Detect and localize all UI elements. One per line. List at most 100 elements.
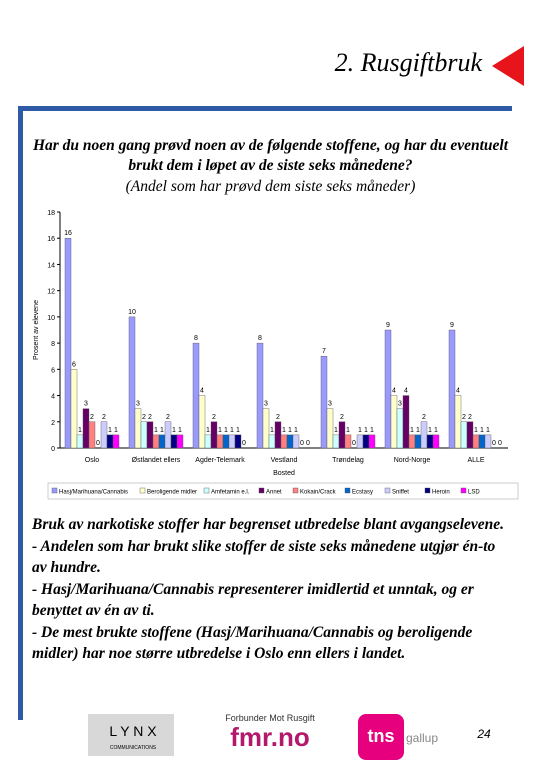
value-label: 3 bbox=[84, 401, 88, 408]
value-label: 1 bbox=[154, 427, 158, 434]
page-number: 24 bbox=[476, 727, 491, 741]
bar bbox=[222, 434, 230, 449]
value-label: 2 bbox=[212, 414, 216, 421]
legend-label: LSD bbox=[468, 490, 480, 496]
value-label: 1 bbox=[78, 427, 82, 434]
value-label: 3 bbox=[136, 401, 140, 408]
legend-swatch bbox=[203, 487, 210, 494]
legend-label: Annet bbox=[266, 490, 282, 496]
value-label: 1 bbox=[160, 427, 164, 434]
value-label: 1 bbox=[428, 427, 432, 434]
tns-logo: tns bbox=[368, 726, 395, 746]
y-tick-label: 14 bbox=[47, 262, 55, 269]
bar bbox=[88, 421, 96, 449]
slide-title: 2. Rusgiftbruk bbox=[334, 48, 482, 77]
bar bbox=[478, 434, 486, 449]
bar bbox=[414, 434, 422, 449]
bar bbox=[292, 434, 300, 449]
bar bbox=[152, 434, 160, 449]
value-label: 1 bbox=[178, 427, 182, 434]
legend-swatch bbox=[344, 487, 351, 494]
body-text: Bruk av narkotiske stoffer har begrenset… bbox=[32, 514, 512, 665]
x-axis-label: Bosted bbox=[273, 470, 295, 477]
value-label: 1 bbox=[172, 427, 176, 434]
bar bbox=[268, 434, 276, 449]
value-label: 8 bbox=[194, 335, 198, 342]
value-label: 16 bbox=[64, 230, 72, 237]
y-tick-label: 8 bbox=[51, 341, 55, 348]
legend-swatch bbox=[460, 487, 467, 494]
value-label: 9 bbox=[450, 322, 454, 329]
footer: L Y N X COMMUNICATIONS Forbunder Mot Rus… bbox=[88, 713, 491, 760]
bar bbox=[466, 421, 474, 449]
value-label: 4 bbox=[456, 388, 460, 395]
value-label: 1 bbox=[346, 427, 350, 434]
bar bbox=[64, 238, 72, 449]
bar bbox=[170, 434, 178, 449]
value-label: 2 bbox=[462, 414, 466, 421]
legend-label: Ecstasy bbox=[352, 490, 373, 496]
value-label: 1 bbox=[364, 427, 368, 434]
value-label: 2 bbox=[90, 414, 94, 421]
value-label: 0 bbox=[492, 440, 496, 447]
legend-swatch bbox=[424, 487, 431, 494]
legend-label: Amfetamin e.l. bbox=[211, 490, 250, 496]
legend-label: Beroligende midler bbox=[147, 490, 197, 496]
bar bbox=[198, 395, 206, 449]
bar bbox=[460, 421, 468, 449]
value-label: 8 bbox=[258, 335, 262, 342]
legend-swatch bbox=[292, 487, 299, 494]
bar bbox=[158, 434, 166, 449]
value-label: 2 bbox=[468, 414, 472, 421]
bar bbox=[484, 434, 492, 449]
bar bbox=[320, 356, 328, 449]
bar bbox=[128, 316, 136, 449]
value-label: 0 bbox=[306, 440, 310, 447]
y-tick-label: 18 bbox=[47, 210, 55, 217]
y-tick-label: 16 bbox=[47, 236, 55, 243]
bar bbox=[326, 408, 334, 449]
value-label: 1 bbox=[282, 427, 286, 434]
y-tick-label: 6 bbox=[51, 367, 55, 374]
fmr-logo: fmr.no bbox=[230, 722, 309, 752]
value-label: 1 bbox=[288, 427, 292, 434]
y-tick-label: 4 bbox=[51, 394, 55, 401]
value-label: 1 bbox=[108, 427, 112, 434]
bar bbox=[390, 395, 398, 449]
bar bbox=[280, 434, 288, 449]
legend-label: Kokain/Crack bbox=[300, 490, 337, 496]
value-label: 1 bbox=[434, 427, 438, 434]
value-label: 2 bbox=[142, 414, 146, 421]
value-label: 1 bbox=[480, 427, 484, 434]
x-tick-label: Nord-Norge bbox=[394, 457, 431, 464]
value-label: 1 bbox=[236, 427, 240, 434]
paragraph: - De mest brukte stoffene (Hasj/Marihuan… bbox=[32, 623, 473, 663]
bar bbox=[210, 421, 218, 449]
value-label: 6 bbox=[72, 361, 76, 368]
legend-label: Heroin bbox=[432, 490, 450, 496]
value-label: 10 bbox=[128, 309, 136, 316]
value-label: 1 bbox=[294, 427, 298, 434]
bar bbox=[112, 434, 120, 449]
bar bbox=[134, 408, 142, 449]
x-tick-label: Trøndelag bbox=[332, 457, 364, 464]
value-label: 1 bbox=[486, 427, 490, 434]
y-tick-label: 10 bbox=[47, 315, 55, 322]
bar bbox=[228, 434, 236, 449]
value-label: 3 bbox=[398, 401, 402, 408]
y-tick-label: 2 bbox=[51, 420, 55, 427]
bar bbox=[70, 369, 78, 449]
bar bbox=[82, 408, 90, 449]
value-label: 1 bbox=[370, 427, 374, 434]
left-rule bbox=[18, 106, 23, 720]
value-label: 1 bbox=[218, 427, 222, 434]
legend-swatch bbox=[139, 487, 146, 494]
bar bbox=[192, 342, 200, 449]
value-label: 1 bbox=[334, 427, 338, 434]
value-label: 0 bbox=[242, 440, 246, 447]
bar bbox=[100, 421, 108, 449]
value-label: 1 bbox=[114, 427, 118, 434]
value-label: 7 bbox=[322, 348, 326, 355]
bar bbox=[76, 434, 84, 449]
bar bbox=[472, 434, 480, 449]
